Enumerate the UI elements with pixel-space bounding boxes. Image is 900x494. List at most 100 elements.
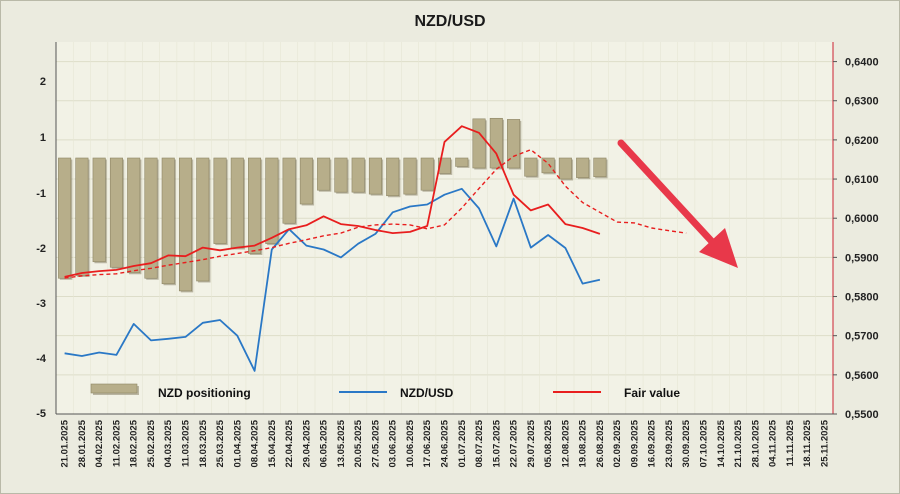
x-tick-label: 13.05.2025	[336, 419, 347, 467]
positioning-bars	[58, 117, 608, 293]
left-tick-label: -5	[36, 408, 46, 420]
x-tick-label: 20.05.2025	[353, 419, 364, 467]
arrow-head	[699, 228, 738, 268]
positioning-bar	[334, 157, 348, 193]
x-tick-label: 01.04.2025	[232, 419, 243, 467]
positioning-bar	[576, 157, 590, 178]
chart-title: NZD/USD	[414, 13, 485, 30]
x-tick-label: 10.06.2025	[405, 419, 416, 467]
positioning-bar	[437, 157, 452, 174]
x-tick-label: 18.11.2025	[802, 419, 813, 467]
positioning-bar	[558, 157, 572, 180]
right-tick-label: 0,6400	[845, 57, 879, 69]
x-tick-label: 21.01.2025	[60, 419, 71, 467]
x-tick-label: 15.04.2025	[267, 419, 278, 467]
right-tick-label: 0,5600	[845, 370, 879, 382]
legend-bar-swatch	[90, 383, 138, 394]
x-tick-label: 11.03.2025	[181, 419, 192, 467]
x-tick-label: 25.02.2025	[146, 419, 157, 467]
trend-arrow	[617, 139, 738, 268]
positioning-bar	[196, 157, 210, 282]
positioning-bar	[351, 157, 365, 193]
x-tick-label: 15.07.2025	[491, 419, 502, 467]
x-tick-label: 04.03.2025	[163, 419, 174, 467]
right-tick-label: 0,6100	[845, 174, 879, 186]
x-tick-label: 04.11.2025	[768, 419, 779, 467]
legend-label: Fair value	[624, 386, 680, 400]
positioning-bar	[593, 157, 607, 178]
positioning-bar	[248, 157, 262, 254]
left-tick-label: -4	[36, 353, 47, 365]
right-tick-label: 0,5900	[845, 252, 879, 264]
x-tick-label: 03.06.2025	[388, 419, 399, 467]
left-tick-label: 2	[40, 76, 46, 88]
x-tick-label: 05.08.2025	[543, 419, 554, 467]
positioning-bar	[317, 157, 331, 191]
x-tick-label: 16.09.2025	[647, 419, 658, 467]
x-tick-label: 18.02.2025	[129, 419, 140, 467]
x-tick-label: 18.03.2025	[198, 419, 209, 467]
legend-label: NZD/USD	[400, 386, 454, 400]
x-tick-label: 04.02.2025	[94, 419, 105, 467]
x-tick-label: 25.11.2025	[819, 419, 830, 467]
left-tick-label: 1	[40, 132, 46, 144]
right-tick-label: 0,5700	[845, 331, 879, 343]
positioning-bar	[282, 157, 296, 224]
left-tick-label: -2	[36, 243, 46, 255]
x-tick-label: 21.10.2025	[733, 419, 744, 467]
right-tick-label: 0,6000	[845, 213, 879, 225]
positioning-bar	[265, 157, 279, 244]
x-tick-label: 11.02.2025	[111, 419, 122, 467]
positioning-bar	[144, 157, 158, 279]
x-tick-label: 22.04.2025	[284, 419, 295, 467]
right-tick-label: 0,6200	[845, 135, 879, 147]
positioning-bar	[92, 157, 106, 263]
x-tick-label: 25.03.2025	[215, 419, 226, 467]
x-tick-label: 14.10.2025	[716, 419, 727, 467]
x-tick-label: 29.04.2025	[301, 419, 312, 467]
x-tick-label: 02.09.2025	[612, 419, 623, 467]
x-tick-label: 06.05.2025	[319, 419, 330, 467]
x-tick-label: 28.01.2025	[77, 419, 88, 467]
x-tick-label: 19.08.2025	[578, 419, 589, 467]
positioning-bar	[386, 157, 400, 197]
x-tick-label: 11.11.2025	[785, 419, 796, 466]
positioning-bar	[507, 119, 521, 169]
x-tick-label: 28.10.2025	[750, 419, 761, 467]
x-tick-label: 08.07.2025	[474, 419, 485, 467]
x-tick-label: 27.05.2025	[370, 419, 381, 467]
positioning-bar	[368, 157, 382, 195]
x-tick-label: 22.07.2025	[509, 419, 520, 467]
legend: NZD positioning NZD/USD Fair value	[90, 383, 680, 400]
positioning-bar	[58, 157, 72, 279]
positioning-bar	[161, 157, 175, 285]
axes: 2 1 -1 -2 -3 -4 -5 0,6400 0,6300 0,6200 0,6100 0,60…	[36, 42, 879, 468]
fair-value-line	[64, 125, 601, 278]
x-tick-label: 08.04.2025	[250, 419, 261, 467]
positioning-bar	[109, 157, 123, 268]
right-tick-label: 0,5800	[845, 292, 879, 304]
right-tick-label: 0,5500	[845, 409, 879, 421]
x-tick-label: 24.06.2025	[440, 419, 451, 467]
x-tick-label: 01.07.2025	[457, 419, 468, 467]
positioning-bar	[403, 157, 417, 195]
x-tick-label: 12.08.2025	[560, 419, 571, 467]
positioning-bar	[75, 157, 89, 276]
positioning-bar	[127, 157, 141, 274]
x-tick-label: 09.09.2025	[629, 419, 640, 467]
positioning-bar	[524, 157, 538, 177]
x-tick-label: 26.08.2025	[595, 419, 606, 467]
positioning-bar	[230, 157, 244, 249]
legend-label: NZD positioning	[158, 386, 251, 400]
positioning-bar	[455, 157, 469, 167]
fair-value-trend-line	[64, 148, 687, 279]
positioning-bar	[178, 157, 193, 292]
positioning-bar	[420, 157, 434, 191]
right-tick-label: 0,6300	[845, 96, 879, 108]
x-tick-label: 17.06.2025	[422, 419, 433, 467]
x-tick-label: 29.07.2025	[526, 419, 537, 467]
positioning-bar	[472, 118, 486, 169]
nzdusd-line	[64, 187, 601, 372]
